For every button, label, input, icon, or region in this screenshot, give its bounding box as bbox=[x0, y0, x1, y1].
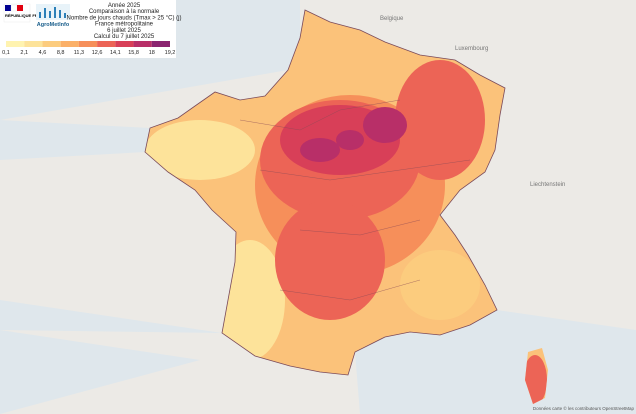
place-label: Belgique bbox=[380, 16, 404, 22]
header-line: 6 juillet 2025 bbox=[107, 28, 141, 34]
legend-label: 8,8 bbox=[57, 50, 65, 56]
legend-label: 2,1 bbox=[20, 50, 28, 56]
legend-swatch bbox=[97, 41, 116, 47]
zone bbox=[336, 130, 364, 150]
legend: 0,1 2,1 4,6 8,8 11,3 12,6 14,1 15,8 18 19,2 bbox=[2, 41, 175, 56]
header-line: Année 2025 bbox=[108, 3, 141, 9]
zone bbox=[395, 60, 485, 180]
place-label: Liechtenstein bbox=[530, 182, 565, 188]
header-line: France métropolitaine bbox=[95, 22, 154, 28]
legend-swatch bbox=[6, 41, 25, 47]
legend-swatch bbox=[78, 41, 98, 47]
region-borders bbox=[239, 99, 471, 301]
legend-label: 4,6 bbox=[39, 50, 47, 56]
legend-swatch bbox=[115, 41, 134, 47]
republic-label: RÉPUBLIQUE FRANÇAISE bbox=[5, 13, 56, 18]
zone bbox=[145, 120, 255, 180]
flag-red bbox=[17, 5, 23, 11]
legend-label: 14,1 bbox=[110, 50, 121, 56]
zone bbox=[275, 200, 385, 320]
legend-panel: RÉPUBLIQUE FRANÇAISE AgroMetInfo Année 2… bbox=[0, 0, 181, 58]
legend-label: 18 bbox=[149, 50, 155, 56]
legend-label: 12,6 bbox=[92, 50, 103, 56]
brand-label: AgroMetInfo bbox=[37, 22, 70, 28]
legend-swatch bbox=[151, 41, 170, 47]
zone bbox=[300, 138, 340, 162]
legend-swatch bbox=[133, 41, 152, 47]
legend-swatch bbox=[60, 41, 79, 47]
brand-icon bbox=[39, 7, 66, 18]
header-line: Calcul du 7 juillet 2025 bbox=[94, 34, 155, 40]
legend-label: 0,1 bbox=[2, 50, 10, 56]
header-line: Nombre de jours chauds (Tmax > 25 °C) (j… bbox=[67, 15, 182, 21]
attribution: Données carte © les contributeurs OpenSt… bbox=[533, 405, 635, 411]
country-border bbox=[144, 9, 506, 376]
zone bbox=[400, 250, 480, 320]
legend-label: 15,8 bbox=[128, 50, 139, 56]
legend-swatch bbox=[24, 41, 43, 47]
header-line: Comparaison à la normale bbox=[89, 9, 160, 15]
flag-white bbox=[10, 4, 18, 12]
zone bbox=[363, 107, 407, 143]
legend-swatch bbox=[42, 41, 61, 47]
legend-label: 11,3 bbox=[74, 50, 84, 56]
place-label: Luxembourg bbox=[455, 46, 488, 52]
legend-label: 19,2 bbox=[165, 50, 176, 56]
flag-blue bbox=[5, 5, 11, 11]
